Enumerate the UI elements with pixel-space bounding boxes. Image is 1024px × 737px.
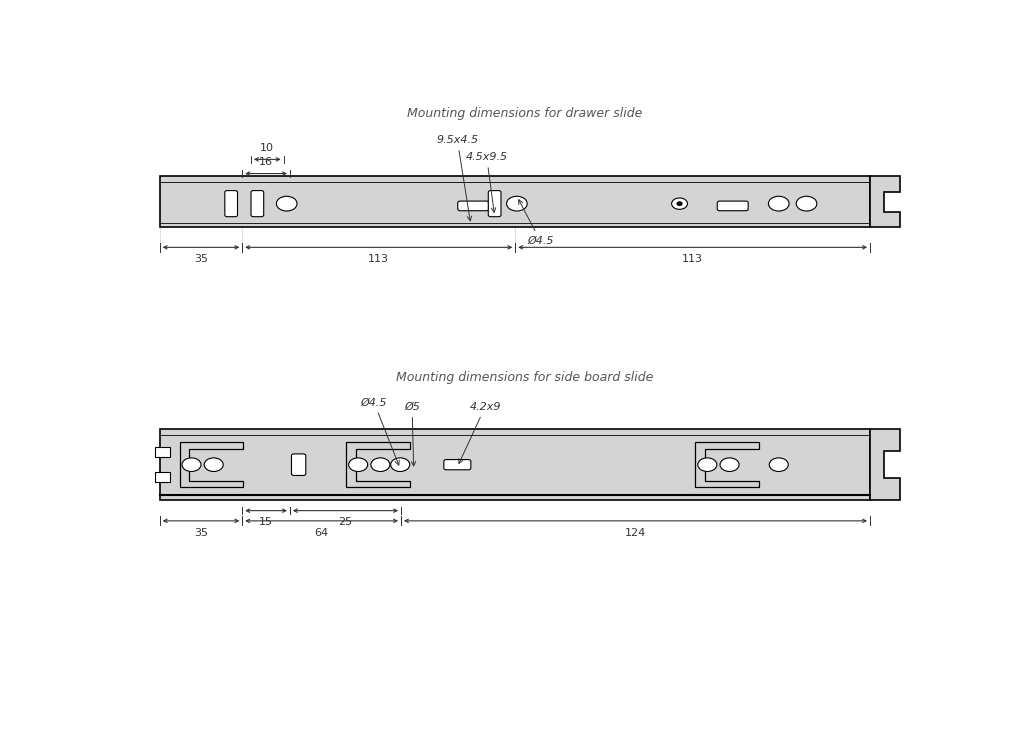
Text: 25: 25	[338, 517, 352, 528]
Circle shape	[769, 458, 788, 472]
FancyBboxPatch shape	[488, 191, 501, 217]
Text: 64: 64	[314, 528, 329, 538]
Circle shape	[797, 196, 817, 211]
Circle shape	[768, 196, 790, 211]
FancyBboxPatch shape	[458, 201, 488, 211]
Polygon shape	[179, 442, 243, 487]
Text: Mounting dimensions for drawer slide: Mounting dimensions for drawer slide	[408, 108, 642, 120]
Polygon shape	[695, 442, 759, 487]
FancyBboxPatch shape	[251, 191, 264, 217]
FancyBboxPatch shape	[443, 460, 471, 469]
FancyBboxPatch shape	[225, 191, 238, 217]
Circle shape	[720, 458, 739, 472]
Bar	[160, 176, 870, 228]
Polygon shape	[346, 442, 410, 487]
Polygon shape	[870, 176, 900, 228]
Text: 10: 10	[260, 142, 274, 153]
Circle shape	[204, 458, 223, 472]
FancyBboxPatch shape	[717, 201, 749, 211]
Text: 35: 35	[194, 254, 208, 264]
Circle shape	[371, 458, 390, 472]
Text: 35: 35	[194, 528, 208, 538]
Text: 113: 113	[682, 254, 703, 264]
Text: Ø4.5: Ø4.5	[360, 397, 399, 465]
Bar	[156, 447, 170, 457]
Circle shape	[391, 458, 410, 472]
Circle shape	[677, 202, 682, 206]
Text: Ø5: Ø5	[404, 402, 420, 466]
Text: Ø4.5: Ø4.5	[519, 200, 554, 246]
Circle shape	[672, 198, 687, 209]
Text: 124: 124	[625, 528, 646, 538]
Circle shape	[348, 458, 368, 472]
Text: 9.5x4.5: 9.5x4.5	[436, 135, 478, 221]
FancyBboxPatch shape	[292, 454, 306, 475]
Text: 4.5x9.5: 4.5x9.5	[466, 153, 508, 212]
Bar	[156, 472, 170, 482]
Text: 16: 16	[259, 157, 273, 167]
Text: Mounting dimensions for side board slide: Mounting dimensions for side board slide	[396, 371, 653, 385]
Polygon shape	[870, 429, 900, 500]
Circle shape	[697, 458, 717, 472]
Text: 15: 15	[259, 517, 273, 528]
Circle shape	[182, 458, 201, 472]
Circle shape	[507, 196, 527, 211]
Bar	[160, 429, 870, 500]
Text: 4.2x9: 4.2x9	[459, 402, 501, 464]
Circle shape	[276, 196, 297, 211]
Text: 113: 113	[369, 254, 389, 264]
